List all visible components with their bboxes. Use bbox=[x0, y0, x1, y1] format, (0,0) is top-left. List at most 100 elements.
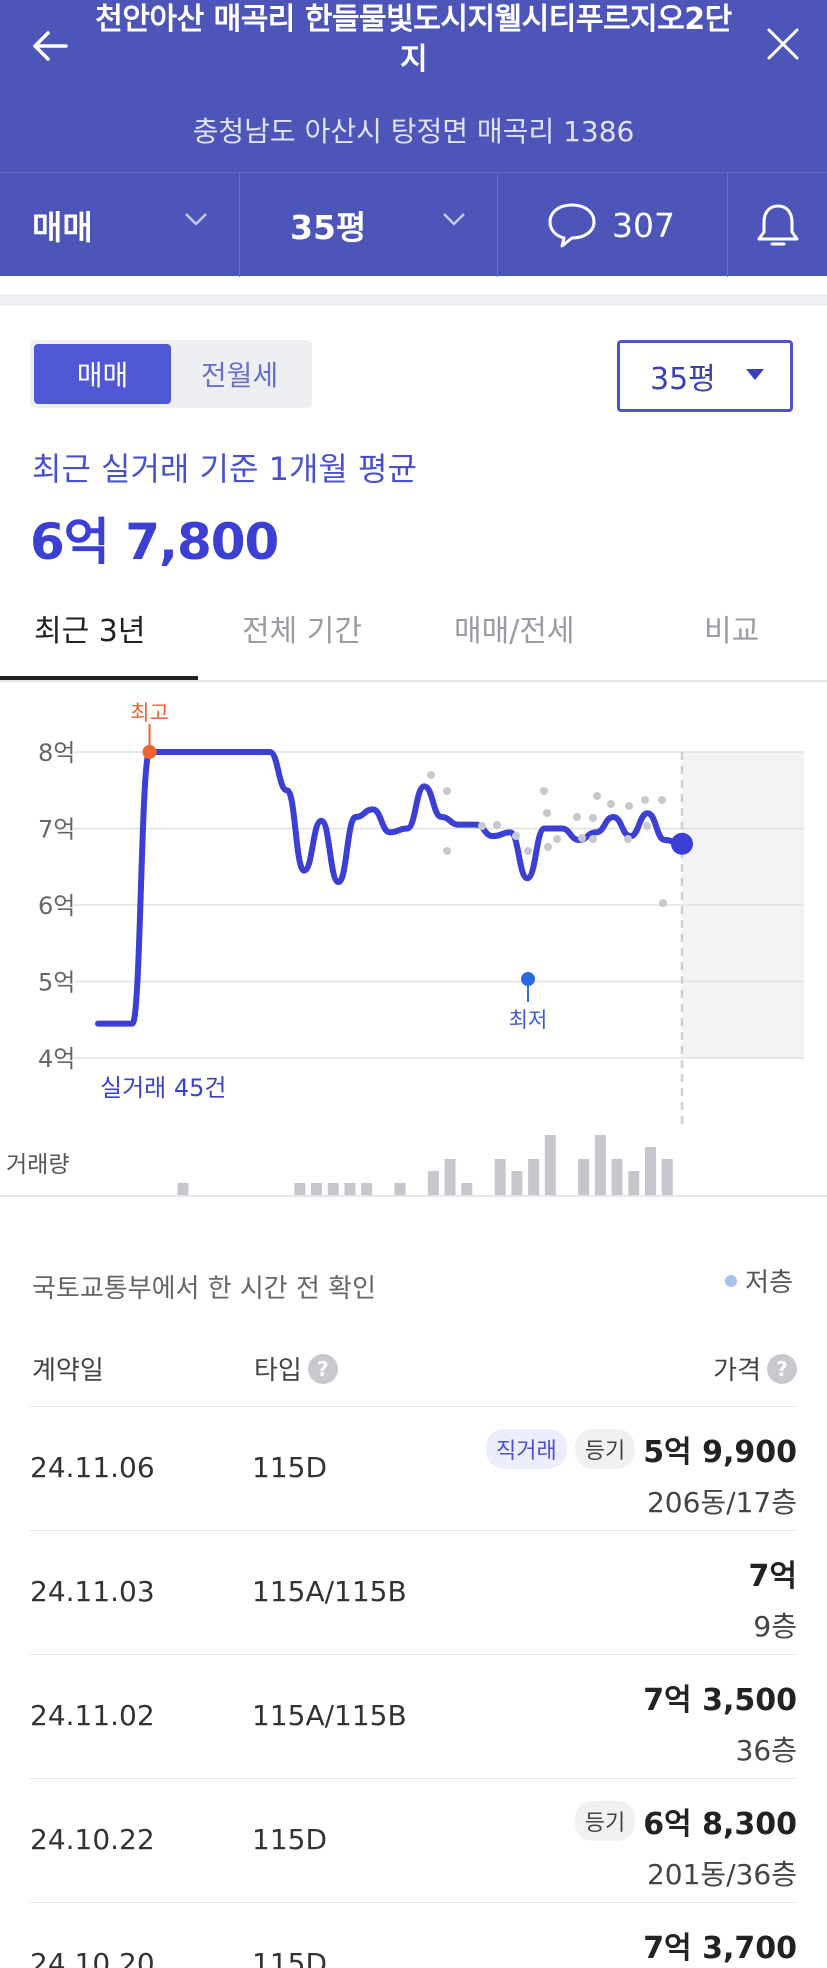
chevron-down-icon bbox=[185, 213, 207, 226]
comments-button[interactable]: 307 bbox=[498, 173, 728, 277]
volume-bar bbox=[444, 1159, 456, 1195]
bell-icon bbox=[757, 204, 798, 246]
contract-date: 24.11.06 bbox=[30, 1451, 155, 1484]
size-dropdown[interactable]: 35평 bbox=[240, 173, 498, 277]
trade-count-label: 실거래 45건 bbox=[100, 1074, 227, 1102]
close-button[interactable] bbox=[759, 20, 807, 68]
filter-bar: 매매 35평 307 bbox=[0, 172, 827, 277]
volume-bar bbox=[544, 1135, 556, 1195]
table-row[interactable]: 24.11.06 115D 직거래 등기 5억 9,900 206동/17층 bbox=[30, 1406, 797, 1530]
unit-type: 115A/115B bbox=[252, 1699, 407, 1732]
y-tick-label: 8억 bbox=[38, 739, 75, 767]
trade-type-dropdown[interactable]: 매매 bbox=[0, 173, 240, 277]
close-icon bbox=[767, 28, 799, 60]
trade-dot bbox=[540, 787, 548, 795]
registered-badge: 등기 bbox=[574, 1801, 636, 1841]
trade-dot bbox=[607, 800, 615, 808]
y-tick-label: 4억 bbox=[38, 1045, 75, 1073]
price-cell: 7억 3,700 bbox=[643, 1923, 797, 1967]
trade-dot bbox=[443, 787, 451, 795]
unit-type: 115D bbox=[252, 1451, 328, 1484]
table-row[interactable]: 24.10.22 115D 등기 6억 8,300 201동/36층 bbox=[30, 1778, 797, 1902]
legend-low-label: 저층 bbox=[745, 1268, 793, 1298]
trade-dot bbox=[553, 835, 561, 843]
page-title: 천안아산 매곡리 한들물빛도시지웰시티푸르지오2단지 bbox=[95, 2, 732, 77]
header: 천안아산 매곡리 한들물빛도시지웰시티푸르지오2단지 충청남도 아산시 탕정면 … bbox=[0, 0, 827, 172]
toggle-sale[interactable]: 매매 bbox=[34, 344, 171, 404]
tab-all-period[interactable]: 전체 기간 bbox=[242, 614, 362, 649]
high-label: 최고 bbox=[130, 701, 169, 725]
unit-type: 115D bbox=[252, 1947, 328, 1968]
volume-bar bbox=[394, 1183, 406, 1195]
tab-sale-jeonse[interactable]: 매매/전세 bbox=[454, 614, 575, 649]
trade-dot bbox=[427, 771, 435, 779]
size-select[interactable]: 35평 bbox=[617, 340, 793, 412]
y-tick-label: 7억 bbox=[38, 816, 75, 844]
header-type: 타입? bbox=[254, 1350, 338, 1387]
tab-recent-3y[interactable]: 최근 3년 bbox=[34, 614, 146, 649]
floor-info: 9층 bbox=[753, 1610, 797, 1643]
back-button[interactable] bbox=[26, 22, 74, 70]
trade-dot bbox=[524, 847, 532, 855]
trade-dot bbox=[659, 899, 667, 907]
volume-bar bbox=[628, 1171, 640, 1195]
trade-dot bbox=[493, 821, 501, 829]
table-row[interactable]: 24.11.02 115A/115B 7억 3,500 36층 bbox=[30, 1654, 797, 1778]
trade-dot bbox=[578, 834, 586, 842]
arrow-left-icon bbox=[33, 31, 68, 61]
legend-dot bbox=[725, 1274, 738, 1287]
low-point bbox=[521, 972, 535, 986]
header-price: 가격? bbox=[713, 1350, 797, 1387]
chart-baseline bbox=[0, 1195, 827, 1197]
trade-dot bbox=[589, 835, 597, 843]
trade-dot bbox=[589, 814, 597, 822]
trade-dot bbox=[658, 796, 666, 804]
chevron-down-icon bbox=[443, 213, 465, 226]
tab-compare[interactable]: 비교 bbox=[704, 614, 760, 649]
volume-bar bbox=[494, 1159, 506, 1195]
help-icon[interactable]: ? bbox=[307, 1353, 338, 1384]
contract-date: 24.11.03 bbox=[30, 1575, 155, 1608]
volume-bar bbox=[511, 1171, 523, 1195]
unit-type: 115A/115B bbox=[252, 1575, 407, 1608]
floor-info: 206동/17층 bbox=[646, 1486, 797, 1519]
floor-info: 201동/36층 bbox=[646, 1858, 797, 1891]
registered-badge: 등기 bbox=[574, 1429, 636, 1469]
size-select-label: 35평 bbox=[650, 362, 716, 397]
trade-dot bbox=[573, 813, 581, 821]
trade-dot bbox=[624, 835, 632, 843]
contract-date: 24.10.20 bbox=[30, 1947, 155, 1968]
trade-dot bbox=[625, 802, 633, 810]
trade-dot bbox=[443, 847, 451, 855]
size-label: 35평 bbox=[290, 208, 367, 247]
volume-bar bbox=[427, 1171, 439, 1195]
current-price-point bbox=[671, 832, 693, 855]
active-tab-indicator bbox=[0, 676, 198, 680]
volume-bar bbox=[645, 1147, 656, 1195]
section-divider bbox=[0, 294, 827, 306]
help-icon[interactable]: ? bbox=[767, 1353, 797, 1384]
trade-dot bbox=[512, 832, 520, 840]
table-row[interactable]: 24.10.20 115D 7억 3,700 bbox=[30, 1902, 797, 1968]
trade-type-label: 매매 bbox=[32, 208, 93, 247]
trade-dot bbox=[593, 792, 601, 800]
notification-button[interactable] bbox=[728, 173, 827, 277]
trade-dot bbox=[641, 796, 649, 804]
trade-toggle: 매매 전월세 bbox=[30, 340, 312, 408]
unit-type: 115D bbox=[252, 1823, 328, 1856]
address: 충청남도 아산시 탕정면 매곡리 1386 bbox=[192, 115, 635, 148]
trade-price: 7억 3,500 bbox=[643, 1683, 797, 1718]
average-label: 최근 실거래 기준 1개월 평균 bbox=[32, 450, 417, 488]
trade-price: 5억 9,900 bbox=[643, 1435, 797, 1470]
table-row[interactable]: 24.11.03 115A/115B 7억 9층 bbox=[30, 1530, 797, 1654]
average-price: 6억 7,800 bbox=[30, 513, 279, 571]
comment-count: 307 bbox=[612, 205, 675, 245]
volume-bar bbox=[294, 1183, 306, 1195]
price-cell: 등기 6억 8,300 201동/36층 bbox=[574, 1799, 797, 1893]
toggle-rent[interactable]: 전월세 bbox=[200, 359, 279, 392]
header-date: 계약일 bbox=[32, 1356, 104, 1386]
trade-dot bbox=[478, 822, 486, 830]
table-header: 계약일 타입? 가격? bbox=[0, 1350, 827, 1410]
period-tabs: 최근 3년 전체 기간 매매/전세 비교 bbox=[0, 592, 827, 682]
